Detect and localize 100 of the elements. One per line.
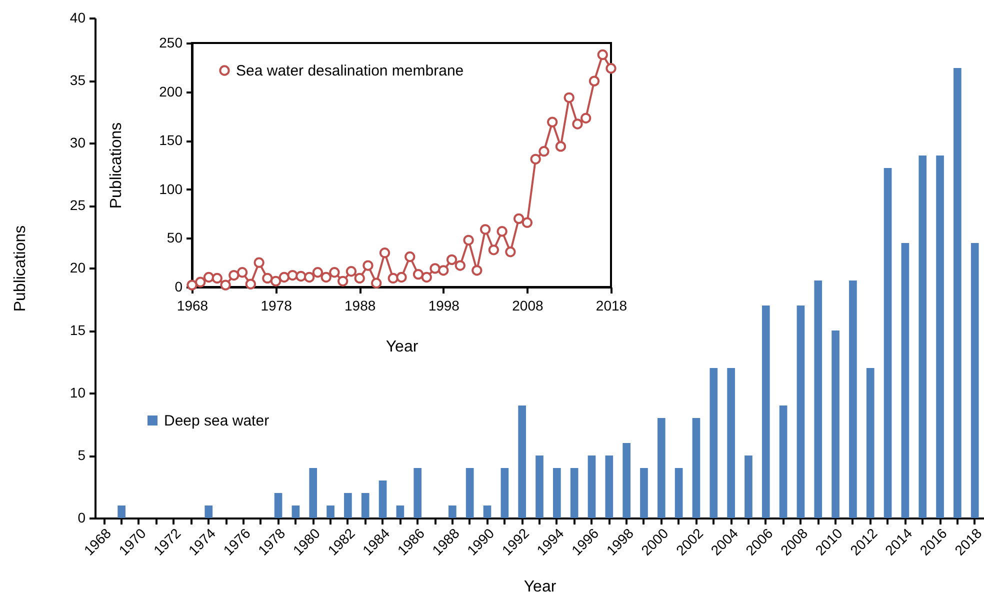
- bar: [796, 306, 805, 518]
- bar: [204, 506, 213, 518]
- point: [480, 224, 491, 235]
- bar: [901, 243, 910, 518]
- bar: [605, 456, 614, 518]
- point: [555, 141, 566, 152]
- point: [278, 272, 290, 283]
- bar: [518, 406, 526, 518]
- y-tick-label: 35: [70, 72, 86, 88]
- bar: [292, 506, 300, 518]
- point: [312, 267, 324, 278]
- y-tick-label: 10: [70, 384, 86, 400]
- y-axis-title: Publications: [108, 122, 126, 209]
- y-tick-label: 25: [70, 197, 86, 213]
- bar: [118, 506, 126, 518]
- bar: [378, 480, 387, 518]
- point: [505, 246, 516, 258]
- bar: [779, 406, 788, 518]
- bar: [936, 156, 944, 518]
- y-tick-label: 100: [159, 180, 183, 197]
- bar: [536, 456, 544, 518]
- bar: [866, 368, 874, 518]
- point: [572, 118, 583, 130]
- bar: [483, 506, 492, 518]
- point: [354, 272, 365, 284]
- y-tick-label: 250: [159, 34, 183, 50]
- bar: [970, 243, 979, 518]
- point: [212, 272, 222, 284]
- bar: [954, 68, 962, 518]
- point: [236, 267, 248, 278]
- x-tick-label: 1968: [176, 298, 208, 314]
- point: [564, 92, 574, 103]
- bar: [414, 468, 422, 518]
- point: [262, 272, 273, 284]
- point: [588, 76, 600, 86]
- point: [412, 268, 424, 280]
- legend-label: Sea water desalination membrane: [236, 62, 464, 80]
- y-tick-label: 30: [70, 134, 86, 150]
- bar: [692, 418, 700, 518]
- bar: [640, 468, 648, 518]
- y-tick-label: 0: [174, 278, 183, 294]
- point: [454, 260, 466, 271]
- bar: [762, 306, 770, 518]
- bar: [274, 493, 282, 518]
- point: [362, 260, 374, 271]
- point: [379, 248, 390, 258]
- y-tick-label: 0: [78, 510, 86, 526]
- point: [304, 272, 315, 283]
- point: [463, 234, 474, 246]
- bar: [570, 468, 578, 518]
- point: [513, 213, 524, 224]
- bar: [744, 456, 752, 518]
- bar: [448, 506, 456, 518]
- point: [388, 272, 398, 284]
- point: [320, 272, 332, 283]
- bar: [884, 168, 892, 518]
- x-axis-title: Year: [524, 578, 557, 596]
- point: [371, 278, 382, 288]
- x-tick-label: 1978: [260, 298, 292, 314]
- point: [580, 112, 592, 124]
- x-tick-label: 1988: [344, 298, 376, 314]
- bar: [814, 280, 822, 518]
- y-tick-label: 50: [166, 230, 183, 246]
- point: [421, 272, 432, 283]
- y-axis-title: Publications: [12, 225, 29, 312]
- point: [329, 267, 340, 278]
- bar: [657, 418, 666, 518]
- bar: [361, 493, 370, 518]
- bar: [727, 368, 735, 518]
- y-tick-label: 5: [78, 447, 86, 463]
- point: [203, 272, 214, 283]
- point: [254, 257, 264, 268]
- point: [597, 49, 608, 60]
- bar: [344, 493, 352, 518]
- bar: [849, 280, 857, 518]
- x-axis-title: Year: [386, 338, 419, 356]
- point: [220, 280, 231, 290]
- x-tick-label: 2008: [512, 298, 544, 314]
- point: [296, 270, 306, 282]
- point: [430, 263, 440, 274]
- y-tick-label: 200: [159, 83, 183, 100]
- y-tick-label: 40: [70, 10, 86, 26]
- y-tick-label: 15: [70, 322, 86, 338]
- point: [547, 116, 558, 128]
- bar: [622, 443, 630, 518]
- point: [438, 265, 449, 276]
- point: [522, 217, 533, 228]
- point: [270, 276, 282, 286]
- bar: [918, 156, 927, 518]
- point: [404, 251, 416, 262]
- point: [496, 226, 508, 237]
- legend-label: Deep sea water: [164, 412, 270, 430]
- y-tick-label: 150: [159, 132, 183, 148]
- point: [346, 266, 357, 277]
- point: [606, 63, 616, 74]
- bar: [674, 468, 683, 518]
- point: [245, 278, 256, 290]
- bar: [309, 468, 318, 518]
- y-tick-label: 20: [70, 260, 86, 276]
- point: [338, 276, 348, 286]
